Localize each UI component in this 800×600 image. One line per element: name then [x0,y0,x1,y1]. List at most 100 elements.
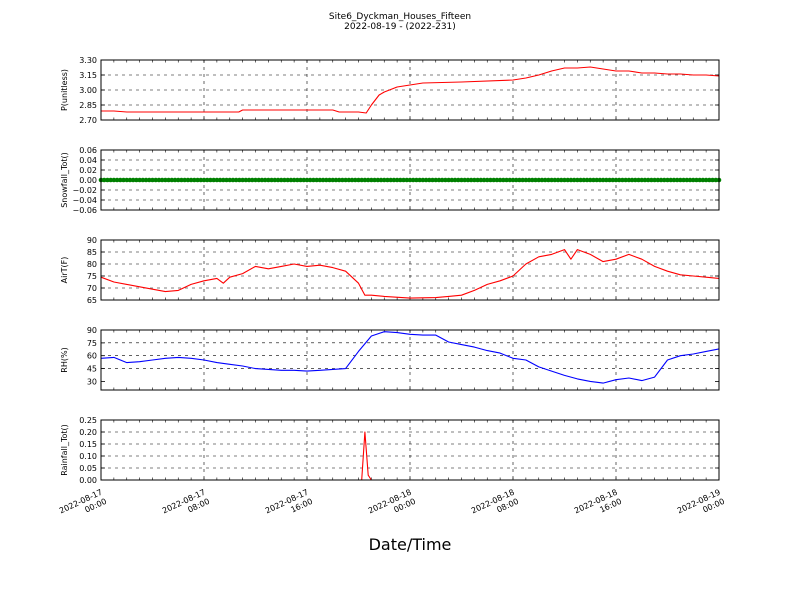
series-point [266,177,271,183]
x-axis-label: Date/Time [369,535,452,554]
series-point [243,177,249,183]
series-point [533,177,538,183]
series-point [105,177,110,183]
x-tick-label: 2022-08-1816:00 [573,488,623,525]
series-point [121,177,126,183]
series-point [140,177,146,183]
series-point [478,177,484,183]
series-point [278,177,284,183]
series-point [558,177,564,183]
series-point [443,177,448,183]
series-point [414,177,419,183]
series-point [488,177,493,183]
series-point [359,177,365,183]
series-point [707,177,712,183]
series-point [652,177,657,183]
series-point [642,177,648,183]
series-point [703,177,709,183]
y-tick-label: 0.25 [79,416,97,425]
series-point [275,177,281,183]
series-point [658,177,664,183]
series-point [526,177,532,183]
series-point [649,177,654,183]
series-point [179,177,184,183]
series-point [462,177,468,183]
series-point [484,177,490,183]
series-point [240,177,245,183]
series-point [465,177,471,183]
series-point [137,177,142,183]
series-point [224,177,229,183]
series-point [233,177,239,183]
series-point [195,177,200,183]
y-tick-label: 0.02 [79,166,97,175]
series-point [629,177,635,183]
series-point [188,177,194,183]
series-point [172,177,178,183]
series-point [349,177,355,183]
series-point [613,177,619,183]
series-line [100,249,720,299]
x-tick-label: 2022-08-1708:00 [161,488,211,525]
series-point [690,177,696,183]
series-point [378,177,384,183]
series-point [262,177,268,183]
y-tick-label: 65 [87,296,97,305]
y-axis-label: Snowfall_Tot() [60,152,69,208]
series-point [439,177,445,183]
series-point [317,177,323,183]
series-point [671,177,677,183]
series-point [410,177,416,183]
series-point [607,177,612,183]
series-point [375,177,381,183]
series-point [352,177,358,183]
series-point [497,177,503,183]
series-point [542,177,548,183]
y-tick-label: 3.30 [79,56,97,65]
series-point [713,177,719,183]
series-point [333,177,339,183]
series-point [256,177,262,183]
series-point [472,177,477,183]
y-axis-label: Rainfall_Tot() [60,424,69,476]
series-point [536,177,542,183]
series-point [549,177,554,183]
series-point [491,177,496,183]
series-point [372,177,377,183]
series-point [394,177,400,183]
x-tick-label: 2022-08-1900:00 [676,488,726,525]
series-point [288,177,294,183]
series-point [449,177,455,183]
x-tick-label: 2022-08-1700:00 [58,488,108,525]
y-tick-label: 0.00 [79,176,97,185]
panel-air-temperature: 65 70 75 80 85 90 AirT(F) [60,236,720,305]
y-tick-label: 2.85 [79,101,97,110]
series-point [304,177,310,183]
series-point [285,177,290,183]
series-point [565,177,571,183]
series-point [246,177,252,183]
series-point [237,177,242,183]
series-point [114,177,120,183]
series-point [452,177,458,183]
series-point [430,177,435,183]
series-line [100,331,720,384]
series-point [346,177,352,183]
series-point [291,177,297,183]
series-point [636,177,641,183]
plot-frame [100,329,720,391]
series-line [101,66,720,114]
series-point [710,177,715,183]
y-tick-label: 0.15 [79,440,97,449]
series-point [156,177,162,183]
y-tick-label: 2.70 [79,116,97,125]
series-point [594,177,599,183]
y-tick-label: 45 [87,365,97,374]
series-point [494,177,500,183]
series-point [455,177,461,183]
series-point [327,177,332,183]
series-point [166,177,171,183]
series-point [211,177,216,183]
y-tick-label: 80 [87,260,97,269]
series-point [362,177,368,183]
